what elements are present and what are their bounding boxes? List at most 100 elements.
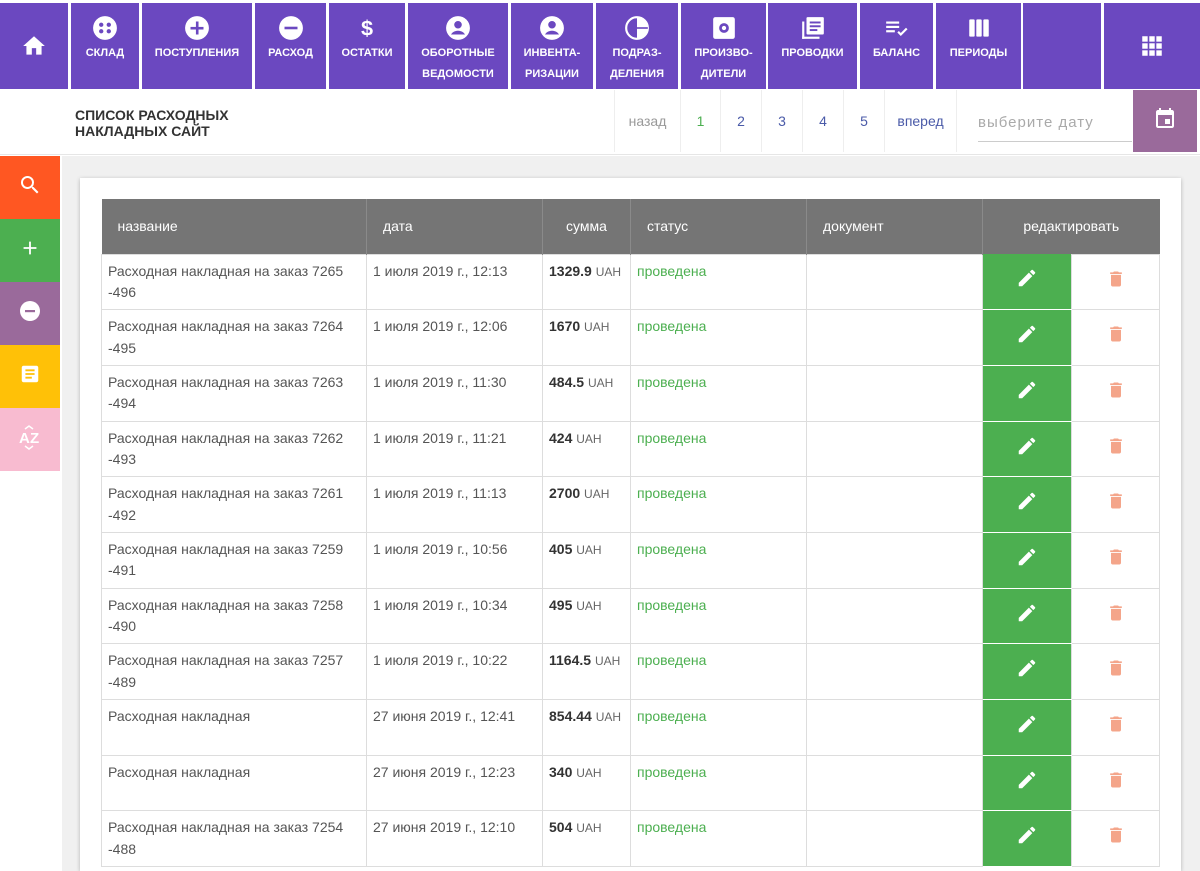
table-row[interactable]: Расходная накладная 27 июня 2019 г., 12:4…	[101, 699, 1160, 756]
delete-button[interactable]	[1071, 754, 1160, 812]
plus-circle-icon	[184, 15, 210, 41]
svg-text:A: A	[19, 430, 30, 447]
cell-status: проведена	[630, 643, 807, 700]
cell-amount: 1164.5 UAH	[542, 643, 631, 700]
delete-button[interactable]	[1071, 699, 1160, 756]
edit-button[interactable]	[982, 643, 1072, 700]
table-row[interactable]: Расходная накладная на заказ 7261 -492 1 …	[101, 476, 1160, 533]
delete-button[interactable]	[1071, 810, 1160, 868]
calendar-icon	[1153, 107, 1177, 136]
cell-status: проведена	[630, 587, 807, 645]
apps-menu-button[interactable]	[1104, 3, 1200, 89]
document-button[interactable]	[0, 345, 60, 408]
cell-name: Расходная накладная на заказ 7257 -489	[101, 643, 367, 700]
currency-label: UAH	[584, 487, 610, 502]
pager-page-1[interactable]: 1	[680, 90, 720, 152]
status-badge: проведена	[637, 540, 707, 557]
table-row[interactable]: Расходная накладная на заказ 7257 -489 1 …	[101, 643, 1160, 700]
delete-button[interactable]	[1071, 253, 1160, 311]
table-row[interactable]: Расходная накладная на заказ 7265 -496 1 …	[101, 253, 1160, 311]
amount-value: 854.44	[549, 708, 592, 724]
table-row[interactable]: Расходная накладная на заказ 7262 -493 1 …	[101, 420, 1160, 478]
calendar-button[interactable]	[1133, 90, 1197, 152]
svg-text:Z: Z	[30, 430, 39, 447]
status-badge: проведена	[637, 819, 707, 836]
cell-name: Расходная накладная на заказ 7265 -496	[101, 253, 367, 311]
pager-page-5[interactable]: 5	[843, 90, 884, 152]
edit-button[interactable]	[982, 309, 1072, 366]
table-row[interactable]: Расходная накладная на заказ 7259 -491 1 …	[101, 531, 1160, 589]
table-row[interactable]: Расходная накладная на заказ 7264 -495 1 …	[101, 309, 1160, 366]
table-row[interactable]: Расходная накладная на заказ 7263 -494 1 …	[101, 364, 1160, 422]
status-badge: проведена	[637, 318, 707, 335]
cell-name: Расходная накладная на заказ 7262 -493	[101, 420, 367, 478]
delete-button[interactable]	[1071, 531, 1160, 589]
remove-button[interactable]	[0, 282, 60, 345]
status-badge: проведена	[637, 708, 707, 724]
nav-item-label: поступления	[154, 47, 240, 59]
nav-item-label: расход	[268, 47, 313, 59]
edit-button[interactable]	[982, 476, 1072, 533]
column-header-status[interactable]: статус	[630, 199, 807, 254]
table-row[interactable]: Расходная накладная 27 июня 2019 г., 12:2…	[101, 754, 1160, 812]
status-badge: проведена	[637, 596, 707, 613]
cell-amount: 424 UAH	[542, 420, 631, 478]
view-week-icon	[966, 15, 992, 41]
currency-label: UAH	[595, 264, 622, 279]
add-button[interactable]	[0, 219, 60, 282]
home-button[interactable]	[0, 3, 68, 89]
nav-item-3[interactable]: расход	[255, 3, 326, 89]
nav-item-4[interactable]: $ остатки	[329, 3, 405, 89]
nav-item-9[interactable]: проводки	[768, 3, 857, 89]
nav-item-5[interactable]: оборотные ведомости	[408, 3, 508, 89]
settings-box-icon	[711, 15, 737, 41]
amount-value: 424	[549, 429, 573, 446]
table-row[interactable]: Расходная накладная на заказ 7258 -490 1 …	[101, 587, 1160, 645]
delete-button[interactable]	[1071, 476, 1160, 533]
cell-name: Расходная накладная на заказ 7259 -491	[101, 531, 367, 589]
edit-button[interactable]	[982, 421, 1072, 478]
amount-value: 504	[549, 819, 573, 836]
cell-status: проведена	[630, 754, 807, 812]
column-header-amount[interactable]: сумма	[542, 199, 631, 254]
nav-item-10[interactable]: баланс	[860, 3, 933, 89]
edit-button[interactable]	[982, 699, 1072, 756]
sort-az-button[interactable]: A Z	[0, 408, 60, 471]
edit-button[interactable]	[982, 755, 1072, 812]
search-button[interactable]	[0, 156, 60, 219]
delete-button[interactable]	[1071, 309, 1160, 366]
pager-page-4[interactable]: 4	[802, 90, 843, 152]
column-header-date[interactable]: дата	[366, 199, 543, 254]
delete-button[interactable]	[1071, 364, 1160, 422]
nav-item-6[interactable]: инвента-ризации	[511, 3, 593, 89]
pager-page-2[interactable]: 2	[720, 90, 761, 152]
nav-item-label: остатки	[341, 47, 393, 59]
edit-button[interactable]	[982, 810, 1072, 868]
column-header-document[interactable]: документ	[806, 199, 983, 254]
column-header-name[interactable]: название	[101, 199, 367, 254]
delete-button[interactable]	[1071, 587, 1160, 645]
currency-label: UAH	[576, 821, 602, 836]
currency-label: UAH	[576, 431, 602, 446]
status-badge: проведена	[637, 763, 707, 780]
delete-button[interactable]	[1071, 420, 1160, 478]
nav-item-1[interactable]: склад	[71, 3, 139, 89]
cell-amount: 1670 UAH	[542, 309, 631, 366]
edit-button[interactable]	[982, 532, 1072, 589]
date-picker-input[interactable]	[978, 104, 1132, 142]
pencil-icon	[1016, 827, 1038, 849]
cell-document	[806, 587, 983, 645]
nav-item-2[interactable]: поступления	[142, 3, 252, 89]
delete-button[interactable]	[1071, 643, 1160, 700]
edit-button[interactable]	[982, 588, 1072, 645]
edit-button[interactable]	[982, 365, 1072, 422]
table-row[interactable]: Расходная накладная на заказ 7254 -488 27…	[101, 810, 1160, 868]
pager-next[interactable]: вперед	[884, 90, 957, 152]
pager-prev[interactable]: назад	[614, 90, 680, 152]
amount-value: 340	[549, 763, 573, 780]
nav-item-8[interactable]: произво-дители	[681, 3, 766, 89]
nav-item-7[interactable]: подраз-деления	[596, 3, 678, 89]
nav-item-11[interactable]: периоды	[936, 3, 1021, 89]
edit-button[interactable]	[982, 254, 1072, 311]
pager-page-3[interactable]: 3	[761, 90, 802, 152]
